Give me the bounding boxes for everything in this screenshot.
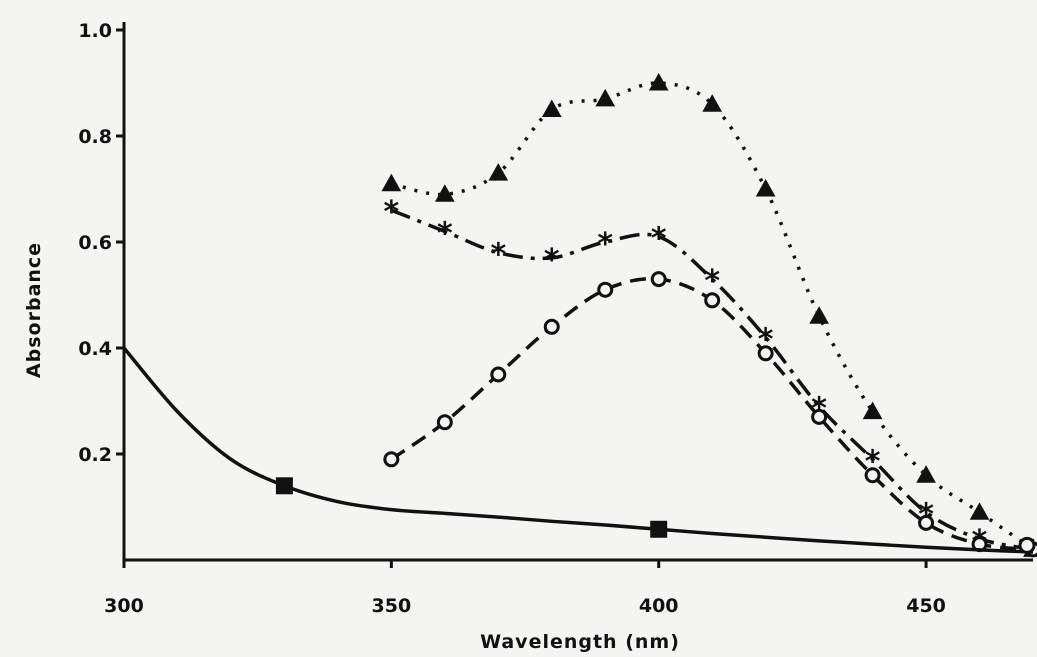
marker-circle-open: [597, 281, 614, 298]
axes-layer: 0.2 0.4 0.6 0.8 1.0 300 350 400 450: [78, 20, 1033, 617]
marker-asterisk: *: [704, 264, 720, 299]
marker-asterisk: *: [384, 195, 400, 230]
marker-triangle-filled: [809, 306, 829, 324]
marker-circle-open: [543, 318, 560, 335]
marker-square-filled: [275, 477, 293, 495]
y-axis-title: Absorbance: [23, 242, 45, 378]
marker-triangle-filled: [541, 99, 562, 117]
y-tick-label: 1.0: [78, 20, 112, 42]
series-line-circle-open: [390, 276, 1034, 552]
marker-circle-open: [757, 345, 774, 362]
marker-triangle-filled: [381, 173, 402, 192]
marker-square-filled: [650, 520, 668, 538]
y-tick-label: 0.4: [78, 338, 112, 360]
marker-triangle-filled: [488, 163, 509, 181]
marker-triangle-filled: [434, 184, 455, 202]
marker-circle-open: [650, 271, 667, 288]
x-tick-label: 450: [906, 595, 946, 617]
series-line-asterisk: [390, 208, 1034, 552]
series-layer: *************: [122, 72, 1037, 569]
series-line-square-filled: [122, 346, 1034, 554]
marker-circle-open: [704, 292, 721, 309]
marker-circle-open: [864, 467, 881, 484]
series-line-triangle-filled: [390, 81, 1034, 551]
marker-triangle-filled: [969, 502, 990, 520]
marker-triangle-filled: [595, 88, 616, 107]
marker-triangle-filled: [702, 94, 723, 112]
marker-triangle-filled: [755, 178, 776, 197]
x-tick-label: 400: [639, 595, 679, 617]
marker-circle-open: [383, 451, 400, 468]
marker-triangle-filled: [916, 465, 936, 483]
marker-circle-open: [811, 408, 828, 425]
y-tick-label: 0.6: [78, 232, 112, 254]
marker-circle-open: [436, 414, 453, 431]
y-tick-label: 0.2: [78, 444, 112, 466]
marker-asterisk: *: [651, 222, 667, 257]
marker-triangle-filled: [862, 401, 883, 420]
marker-circle-open: [918, 514, 935, 531]
x-axis-title: Wavelength (nm): [480, 631, 680, 653]
x-tick-label: 350: [372, 595, 412, 617]
marker-asterisk: *: [544, 243, 560, 278]
x-tick-label: 300: [104, 595, 144, 617]
marker-circle-open: [1018, 536, 1036, 554]
marker-asterisk: *: [490, 238, 506, 273]
marker-circle-open: [490, 366, 507, 383]
marker-triangle-filled: [648, 72, 669, 91]
y-tick-label: 0.8: [78, 126, 112, 148]
marker-asterisk: *: [597, 227, 613, 262]
marker-asterisk: *: [437, 216, 453, 251]
